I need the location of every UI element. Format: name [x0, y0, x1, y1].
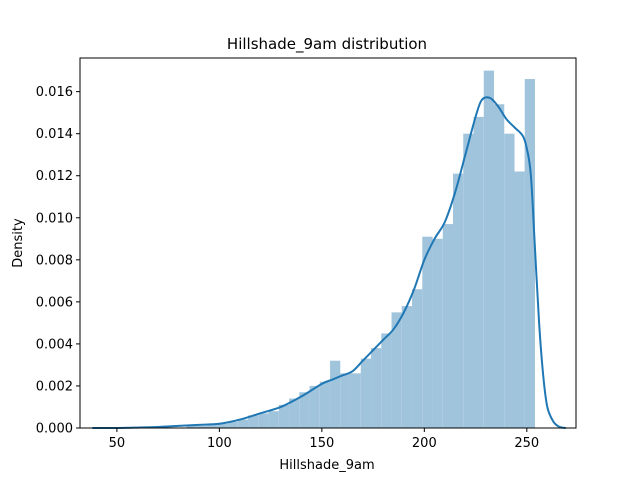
y-axis: 0.000 0.002 0.004 0.006 0.008 0.010 0.012 0.014…	[36, 85, 80, 437]
histogram-bar	[237, 419, 249, 428]
x-axis: 50 100 150 200 250	[109, 428, 539, 451]
histogram-bar	[442, 224, 454, 428]
histogram-bar	[207, 423, 218, 428]
histogram-bar	[463, 133, 474, 428]
y-tick-label: 0.000	[36, 422, 73, 437]
y-tick-label: 0.016	[36, 85, 73, 100]
histogram-bar	[227, 421, 238, 428]
chart-title: Hillshade_9am distribution	[227, 35, 427, 54]
y-tick-label: 0.006	[36, 295, 73, 310]
x-tick-label: 50	[109, 436, 126, 451]
x-tick-label: 150	[309, 436, 334, 451]
y-tick-label: 0.008	[36, 253, 73, 268]
y-tick-label: 0.012	[36, 169, 73, 184]
y-tick-label: 0.010	[36, 211, 73, 226]
histogram-bar	[412, 289, 423, 428]
histogram-bar	[473, 116, 484, 428]
histogram-bar	[186, 425, 197, 428]
y-tick-label: 0.014	[36, 127, 73, 142]
histogram-bar	[514, 171, 525, 429]
histogram-bar	[350, 373, 361, 428]
histogram-bar	[258, 413, 269, 428]
histogram-bar	[453, 173, 464, 428]
histogram-bar	[494, 104, 505, 428]
histogram-bar	[371, 348, 382, 428]
histogram-bar	[524, 79, 536, 428]
histogram-bar	[299, 392, 310, 428]
x-tick-label: 200	[412, 436, 437, 451]
histogram-bar	[330, 360, 341, 428]
histogram-bar	[483, 70, 495, 428]
histogram-bar	[401, 306, 413, 428]
histogram-bar	[289, 398, 300, 428]
x-tick-label: 250	[514, 436, 539, 451]
histogram-bar	[319, 381, 331, 428]
kde-line	[92, 96, 566, 429]
x-axis-label: Hillshade_9am	[279, 458, 374, 473]
histogram-bar	[381, 333, 392, 428]
y-tick-label: 0.004	[36, 337, 73, 352]
y-axis-label: Density	[11, 218, 26, 268]
histogram-bar	[391, 312, 402, 428]
histogram-bar	[196, 425, 208, 428]
histogram-bar	[278, 404, 290, 428]
histogram-bar	[309, 385, 320, 428]
histogram-bar	[504, 133, 515, 428]
y-tick-label: 0.002	[36, 379, 73, 394]
histogram-bar	[268, 411, 279, 428]
histogram-bar	[248, 415, 259, 428]
histogram-bars	[186, 70, 536, 429]
histogram-bar	[432, 238, 443, 428]
x-tick-label: 100	[207, 436, 232, 451]
histogram-bar	[217, 423, 228, 428]
histogram-bar	[422, 236, 433, 428]
plot-frame	[79, 57, 577, 429]
histogram-bar	[360, 358, 372, 428]
histogram-bar	[340, 373, 351, 428]
